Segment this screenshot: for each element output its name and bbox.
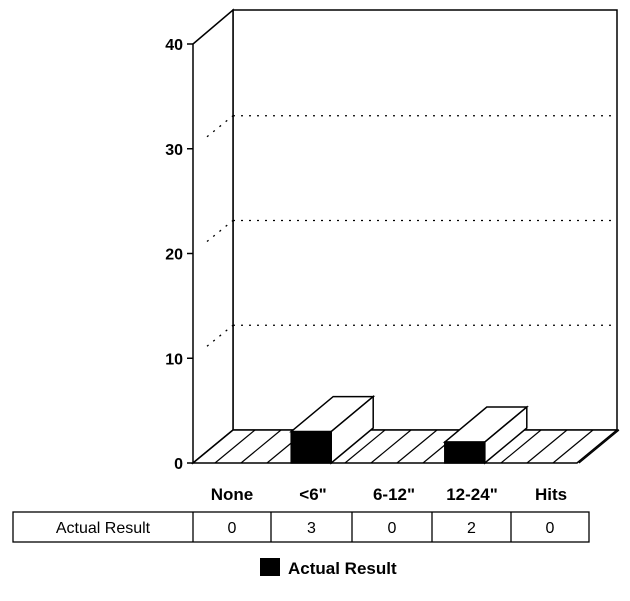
table-row <box>12 511 590 543</box>
table-cell: 0 <box>228 520 237 537</box>
hatch-line <box>240 429 282 464</box>
bars <box>289 394 529 465</box>
y-tick-label: 30 <box>165 142 183 159</box>
hatch-line <box>396 429 438 464</box>
hatch-line <box>344 429 386 464</box>
y-tick-label: 40 <box>165 37 183 54</box>
bar <box>290 430 332 464</box>
bar <box>444 441 486 464</box>
x-tick-label: 12-24" <box>446 485 498 504</box>
x-tick-label: None <box>211 485 254 504</box>
gridline-left <box>206 324 234 347</box>
legend-swatch <box>260 558 280 576</box>
left-wall <box>192 8 234 465</box>
hatch-line <box>370 429 412 464</box>
gridline-left <box>206 115 234 138</box>
table-row-label: Actual Result <box>56 520 151 537</box>
hatch-line <box>500 429 542 464</box>
y-tick-label: 10 <box>165 351 183 368</box>
table-cell: 3 <box>307 520 316 537</box>
y-tick-label: 0 <box>174 456 183 473</box>
data-table: Actual Result 0 3 0 2 0 <box>12 511 590 543</box>
y-axis: 0 10 20 30 40 <box>165 37 193 473</box>
table-cell: 0 <box>546 520 555 537</box>
gridlines <box>206 115 617 347</box>
x-tick-label: <6" <box>299 485 326 504</box>
hatch-line <box>526 429 568 464</box>
gridline-left <box>206 219 234 243</box>
legend-label: Actual Result <box>288 559 397 578</box>
y-tick-label: 20 <box>165 247 183 264</box>
hatch-line <box>552 429 594 464</box>
x-tick-label: 6-12" <box>373 485 415 504</box>
table-cell: 2 <box>467 520 476 537</box>
hatch-line <box>214 429 256 464</box>
x-axis-labels: None <6" 6-12" 12-24" Hits <box>211 485 567 504</box>
table-cell: 0 <box>388 520 397 537</box>
legend: Actual Result <box>260 558 397 578</box>
x-tick-label: Hits <box>535 485 567 504</box>
hatch-line <box>578 429 620 464</box>
